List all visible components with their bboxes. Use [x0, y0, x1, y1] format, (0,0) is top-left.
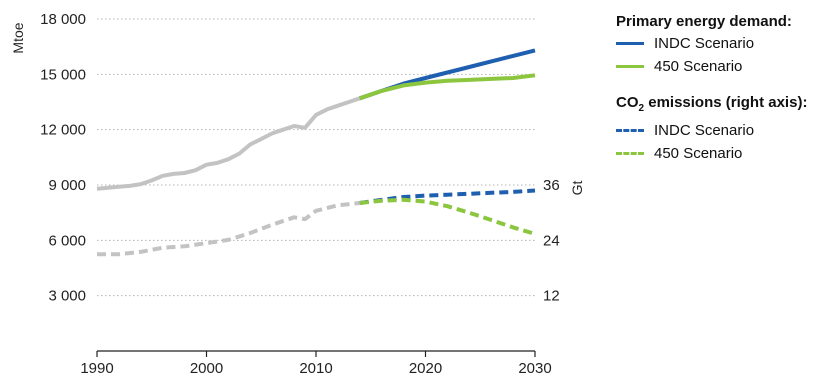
legend-swatch-solid-blue: [616, 42, 644, 45]
gridlines: [97, 18, 535, 297]
y-axis-title-right: Gt: [569, 181, 585, 196]
legend: Primary energy demand: INDC Scenario 450…: [616, 12, 830, 165]
y-tick-label: 6 000: [48, 232, 86, 249]
y2-tick-label: 24: [543, 232, 560, 249]
y-axis-ticks-left: 3 000 6 000 9 000 12 000 15 000 18 000: [40, 11, 86, 305]
legend-heading-energy: Primary energy demand:: [616, 13, 792, 30]
historical-co2-line: [97, 201, 361, 257]
y-tick-label: 12 000: [40, 122, 86, 139]
legend-label: INDC Scenario: [654, 122, 755, 139]
y2-tick-label: 36: [543, 177, 560, 194]
legend-swatch-solid-green: [616, 65, 644, 68]
450-scenario-energy-line: [359, 73, 536, 101]
x-tick-label: 1990: [80, 360, 113, 377]
y-tick-label: 9 000: [48, 177, 86, 194]
y-axis-ticks-right: 12 24 36: [543, 177, 560, 305]
legend-item-co2-450: 450 Scenario: [616, 142, 830, 165]
x-tick-label: 2010: [299, 360, 332, 377]
y-tick-label: 18 000: [40, 11, 86, 28]
450-scenario-co2-line: [359, 197, 536, 236]
legend-label: 450 Scenario: [654, 145, 743, 162]
legend-item-co2-indc: INDC Scenario: [616, 119, 830, 142]
y-tick-label: 3 000: [48, 288, 86, 305]
indc-scenario-co2-line: [359, 188, 536, 205]
legend-item-energy-indc: INDC Scenario: [616, 32, 830, 55]
x-tick-label: 2020: [409, 360, 442, 377]
x-tick-label: 2030: [518, 360, 551, 377]
legend-label: INDC Scenario: [654, 35, 755, 52]
y-axis-title-left: Mtoe: [10, 22, 26, 53]
legend-item-energy-450: 450 Scenario: [616, 55, 830, 78]
legend-group-energy: Primary energy demand: INDC Scenario 450…: [616, 12, 830, 78]
historical-energy-line: [96, 96, 361, 191]
series-lines: [96, 48, 536, 257]
legend-label: 450 Scenario: [654, 58, 743, 75]
y-tick-label: 15 000: [40, 66, 86, 83]
x-tick-label: 2000: [190, 360, 223, 377]
x-axis-ticks: 1990 2000 2010 2020 2030: [80, 351, 552, 377]
legend-swatch-dashed-green: [616, 152, 644, 155]
legend-heading-co2: CO2 emissions (right axis):: [616, 94, 808, 114]
y2-tick-label: 12: [543, 288, 560, 305]
legend-group-co2: CO2 emissions (right axis): INDC Scenari…: [616, 93, 830, 165]
legend-swatch-dashed-blue: [616, 129, 644, 132]
